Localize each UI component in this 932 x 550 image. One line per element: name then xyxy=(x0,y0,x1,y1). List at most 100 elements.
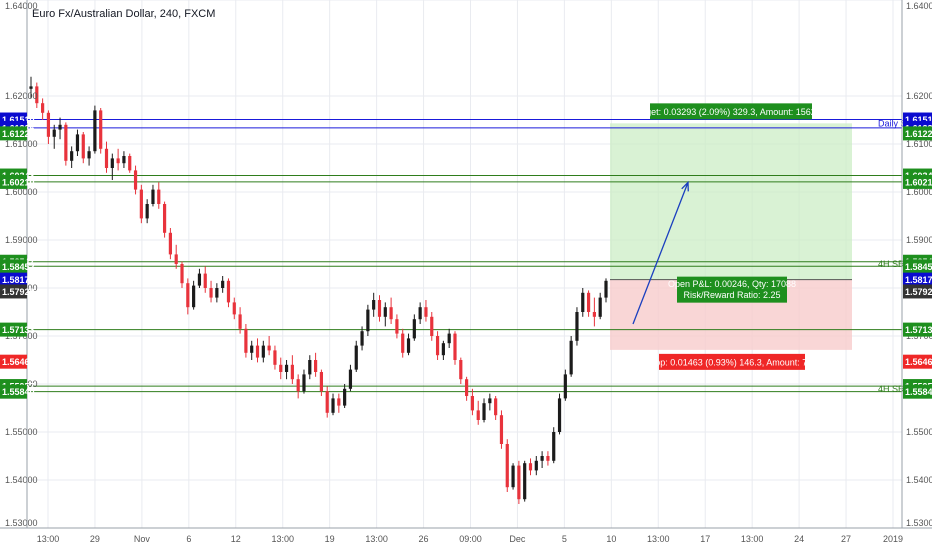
candle xyxy=(238,307,242,334)
candle-body xyxy=(325,391,329,413)
candle-body xyxy=(75,134,80,152)
candle-body xyxy=(104,148,109,168)
candle-body xyxy=(412,319,416,339)
candle xyxy=(52,124,56,149)
candle xyxy=(232,297,236,320)
candle xyxy=(569,336,573,377)
candle xyxy=(93,105,97,154)
candle-body xyxy=(284,364,289,372)
candle xyxy=(81,132,85,164)
candle xyxy=(192,280,196,310)
candle xyxy=(401,328,405,358)
candle-body xyxy=(250,345,254,353)
marker-price-label-right-bg xyxy=(903,284,932,299)
x-tick: Nov xyxy=(134,534,151,544)
candle-body xyxy=(482,403,486,420)
candle xyxy=(180,261,184,288)
candle-body xyxy=(459,360,463,380)
candle xyxy=(366,304,370,336)
candle-body xyxy=(494,398,498,416)
candle xyxy=(482,398,486,423)
candle-body xyxy=(406,338,411,353)
candle-body xyxy=(215,288,219,298)
candles xyxy=(29,76,608,504)
candle-body xyxy=(505,444,509,488)
candle-body xyxy=(604,280,608,298)
candle-body xyxy=(546,456,550,461)
candle xyxy=(267,336,271,356)
candle-body xyxy=(540,456,544,461)
marker-price-label-right: 1.57928 xyxy=(903,284,932,299)
candle xyxy=(104,141,109,173)
x-tick: 26 xyxy=(419,534,429,544)
candle-body xyxy=(238,314,242,329)
zone-label-daily-sr: Daily SR xyxy=(878,118,914,128)
candle xyxy=(250,340,254,360)
candle xyxy=(133,165,138,195)
candle-body xyxy=(401,333,405,353)
candle-body xyxy=(162,204,167,233)
x-tick: 27 xyxy=(841,534,851,544)
y-tick-left: 1.59000 xyxy=(5,235,38,245)
x-tick: 19 xyxy=(325,534,335,544)
candle-body xyxy=(517,465,521,500)
candle-body xyxy=(377,300,382,317)
candle-body xyxy=(157,189,161,204)
candle-body xyxy=(261,345,265,358)
candle-body xyxy=(337,398,341,406)
level-1-57133-label-right-text: 1.57133 xyxy=(905,325,932,335)
level-1-58452-label-right-text: 1.58452 xyxy=(905,262,932,272)
candle-body xyxy=(122,156,126,164)
x-tick: 29 xyxy=(90,534,100,544)
x-tick: 13:00 xyxy=(647,534,670,544)
candle xyxy=(75,129,80,156)
candle-body xyxy=(302,374,306,392)
level-1-55840-label-right-bg xyxy=(903,384,932,399)
tp-price-label-left-bg xyxy=(0,126,27,141)
y-tick-left: 1.60000 xyxy=(5,187,38,197)
candle-body xyxy=(192,285,196,308)
candle-body xyxy=(389,307,393,320)
level-1-57133-label-left: 1.57133 xyxy=(0,322,35,337)
candle xyxy=(598,292,602,320)
candle-body xyxy=(319,372,324,392)
candle xyxy=(424,300,428,322)
candle-body xyxy=(598,297,602,317)
level-1-61510-label-left-text: 1.61510 xyxy=(2,115,35,125)
horizontal-levels: Daily SR 4H SR 4H SR xyxy=(27,118,914,394)
candle-body xyxy=(430,316,434,336)
candle-body xyxy=(528,463,533,471)
take-profit-zone xyxy=(610,123,852,280)
candle xyxy=(296,374,300,399)
y-tick-right: 1.54000 xyxy=(906,475,932,485)
candle xyxy=(435,331,440,360)
candle xyxy=(337,393,341,413)
level-1-60210-label-left: 1.60210 xyxy=(0,174,35,189)
marker-price-label-left-bg xyxy=(0,284,27,299)
candle xyxy=(389,297,393,324)
candle xyxy=(511,463,515,490)
candle-body xyxy=(58,124,62,130)
candle-body xyxy=(441,343,445,356)
arrow-shaft xyxy=(632,182,689,325)
y-tick-right: 1.53000 xyxy=(906,518,932,528)
candle-body xyxy=(575,312,579,341)
candle xyxy=(279,357,283,380)
candle xyxy=(534,456,538,476)
candle-body xyxy=(52,129,56,137)
candle xyxy=(325,386,329,418)
current-price-label-right-text: 1.58174 xyxy=(905,275,932,285)
stop-label: Stop: 0.01463 (0.93%) 146.3, Amount: 750 xyxy=(647,353,817,370)
level-1-55840-label-left-bg xyxy=(0,384,27,399)
candle-body xyxy=(435,336,440,356)
candle-body xyxy=(592,312,596,317)
tp-price-label-right: 1.61221 xyxy=(903,126,932,141)
candle-body xyxy=(453,333,457,360)
candle xyxy=(35,82,39,108)
candle xyxy=(395,314,399,339)
candle xyxy=(46,110,51,144)
candle xyxy=(552,427,556,464)
current-price-label-right-bg xyxy=(903,272,932,287)
candle xyxy=(284,360,289,380)
